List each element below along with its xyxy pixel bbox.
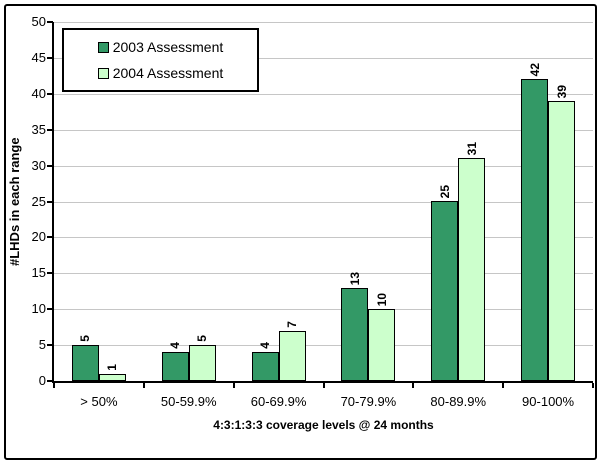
y-axis-line [52,22,54,383]
x-axis-tick [412,383,415,388]
bar-2004-assessment [458,158,486,381]
y-axis-tick [47,128,53,131]
bar-value-label: 4 [258,342,273,349]
bar-value-label: 42 [527,62,542,76]
legend-swatch-2004-icon [97,67,109,79]
y-axis-tick [47,308,53,311]
bar-2003-assessment [341,288,369,381]
x-tick-label: > 50% [80,394,118,409]
x-axis-tick [502,383,505,388]
bar-value-label: 5 [78,335,93,342]
gridline [54,273,593,275]
y-axis-tick [47,200,53,203]
bar-2004-assessment [278,331,306,381]
y-axis-tick [47,344,53,347]
gridline [54,129,593,131]
y-axis-tick [47,236,53,239]
y-axis-tick [47,164,53,167]
y-axis-tick [47,272,53,275]
y-tick-label: 45 [31,49,46,65]
bar-2003-assessment [251,352,279,381]
y-tick-label: 20 [31,229,46,245]
x-axis-tick [232,383,235,388]
bar-2004-assessment [98,374,126,381]
y-tick-label: 0 [38,373,46,388]
x-axis-title: 4:3:1:3:3 coverage levels @ 24 months [213,418,434,432]
y-tick-label: 30 [31,157,46,173]
bar-value-label: 1 [105,364,120,371]
x-tick-label: 50-59.9% [160,394,217,409]
gridline [54,237,593,239]
x-tick-label: 70-79.9% [340,394,397,409]
x-axis-tick [322,383,325,388]
bar-value-label: 5 [195,335,210,342]
y-tick-label: 35 [31,121,46,137]
y-tick-label: 5 [38,337,46,353]
bar-2004-assessment [188,345,216,381]
bar-2003-assessment [71,345,99,381]
y-tick-label: 10 [31,301,46,317]
y-tick-label: 50 [31,14,46,29]
y-axis-title: #LHDs in each range [7,137,22,266]
y-axis-tick [47,21,53,23]
legend-label-2004: 2004 Assessment [112,65,224,81]
bar-value-label: 13 [347,271,362,285]
gridline [54,201,593,203]
legend: 2003 Assessment 2004 Assessment [62,28,259,92]
bar-value-label: 25 [437,184,452,198]
gridline [54,57,593,59]
gridline [54,165,593,167]
x-axis-tick [53,383,55,388]
bar-value-label: 7 [285,321,300,328]
y-axis-tick [47,92,53,95]
y-axis-tick [47,56,53,59]
bar-2004-assessment [368,309,396,381]
legend-item-2004: 2004 Assessment [64,65,257,81]
gridline [54,345,593,347]
gridline [54,309,593,311]
x-axis-tick [592,383,594,388]
y-axis-tick [47,380,53,382]
x-axis-tick [142,383,145,388]
bar-value-label: 10 [374,292,389,306]
bar-2003-assessment [161,352,189,381]
gridline [54,93,593,95]
bar-value-label: 31 [464,141,479,155]
x-tick-label: 80-89.9% [430,394,487,409]
x-tick-label: 60-69.9% [250,394,307,409]
bar-value-label: 4 [168,342,183,349]
bar-value-label: 39 [554,84,569,98]
bar-2004-assessment [548,101,576,381]
legend-item-2003: 2003 Assessment [64,39,257,55]
y-tick-label: 40 [31,85,46,101]
x-axis-line [52,381,593,383]
legend-swatch-2003-icon [97,41,109,53]
gridline [54,22,593,23]
y-tick-label: 25 [31,193,46,209]
x-tick-label: 90-100% [522,394,575,409]
legend-label-2003: 2003 Assessment [112,39,224,55]
bar-2003-assessment [431,201,459,381]
y-tick-label: 15 [31,265,46,281]
bar-2003-assessment [521,79,549,381]
